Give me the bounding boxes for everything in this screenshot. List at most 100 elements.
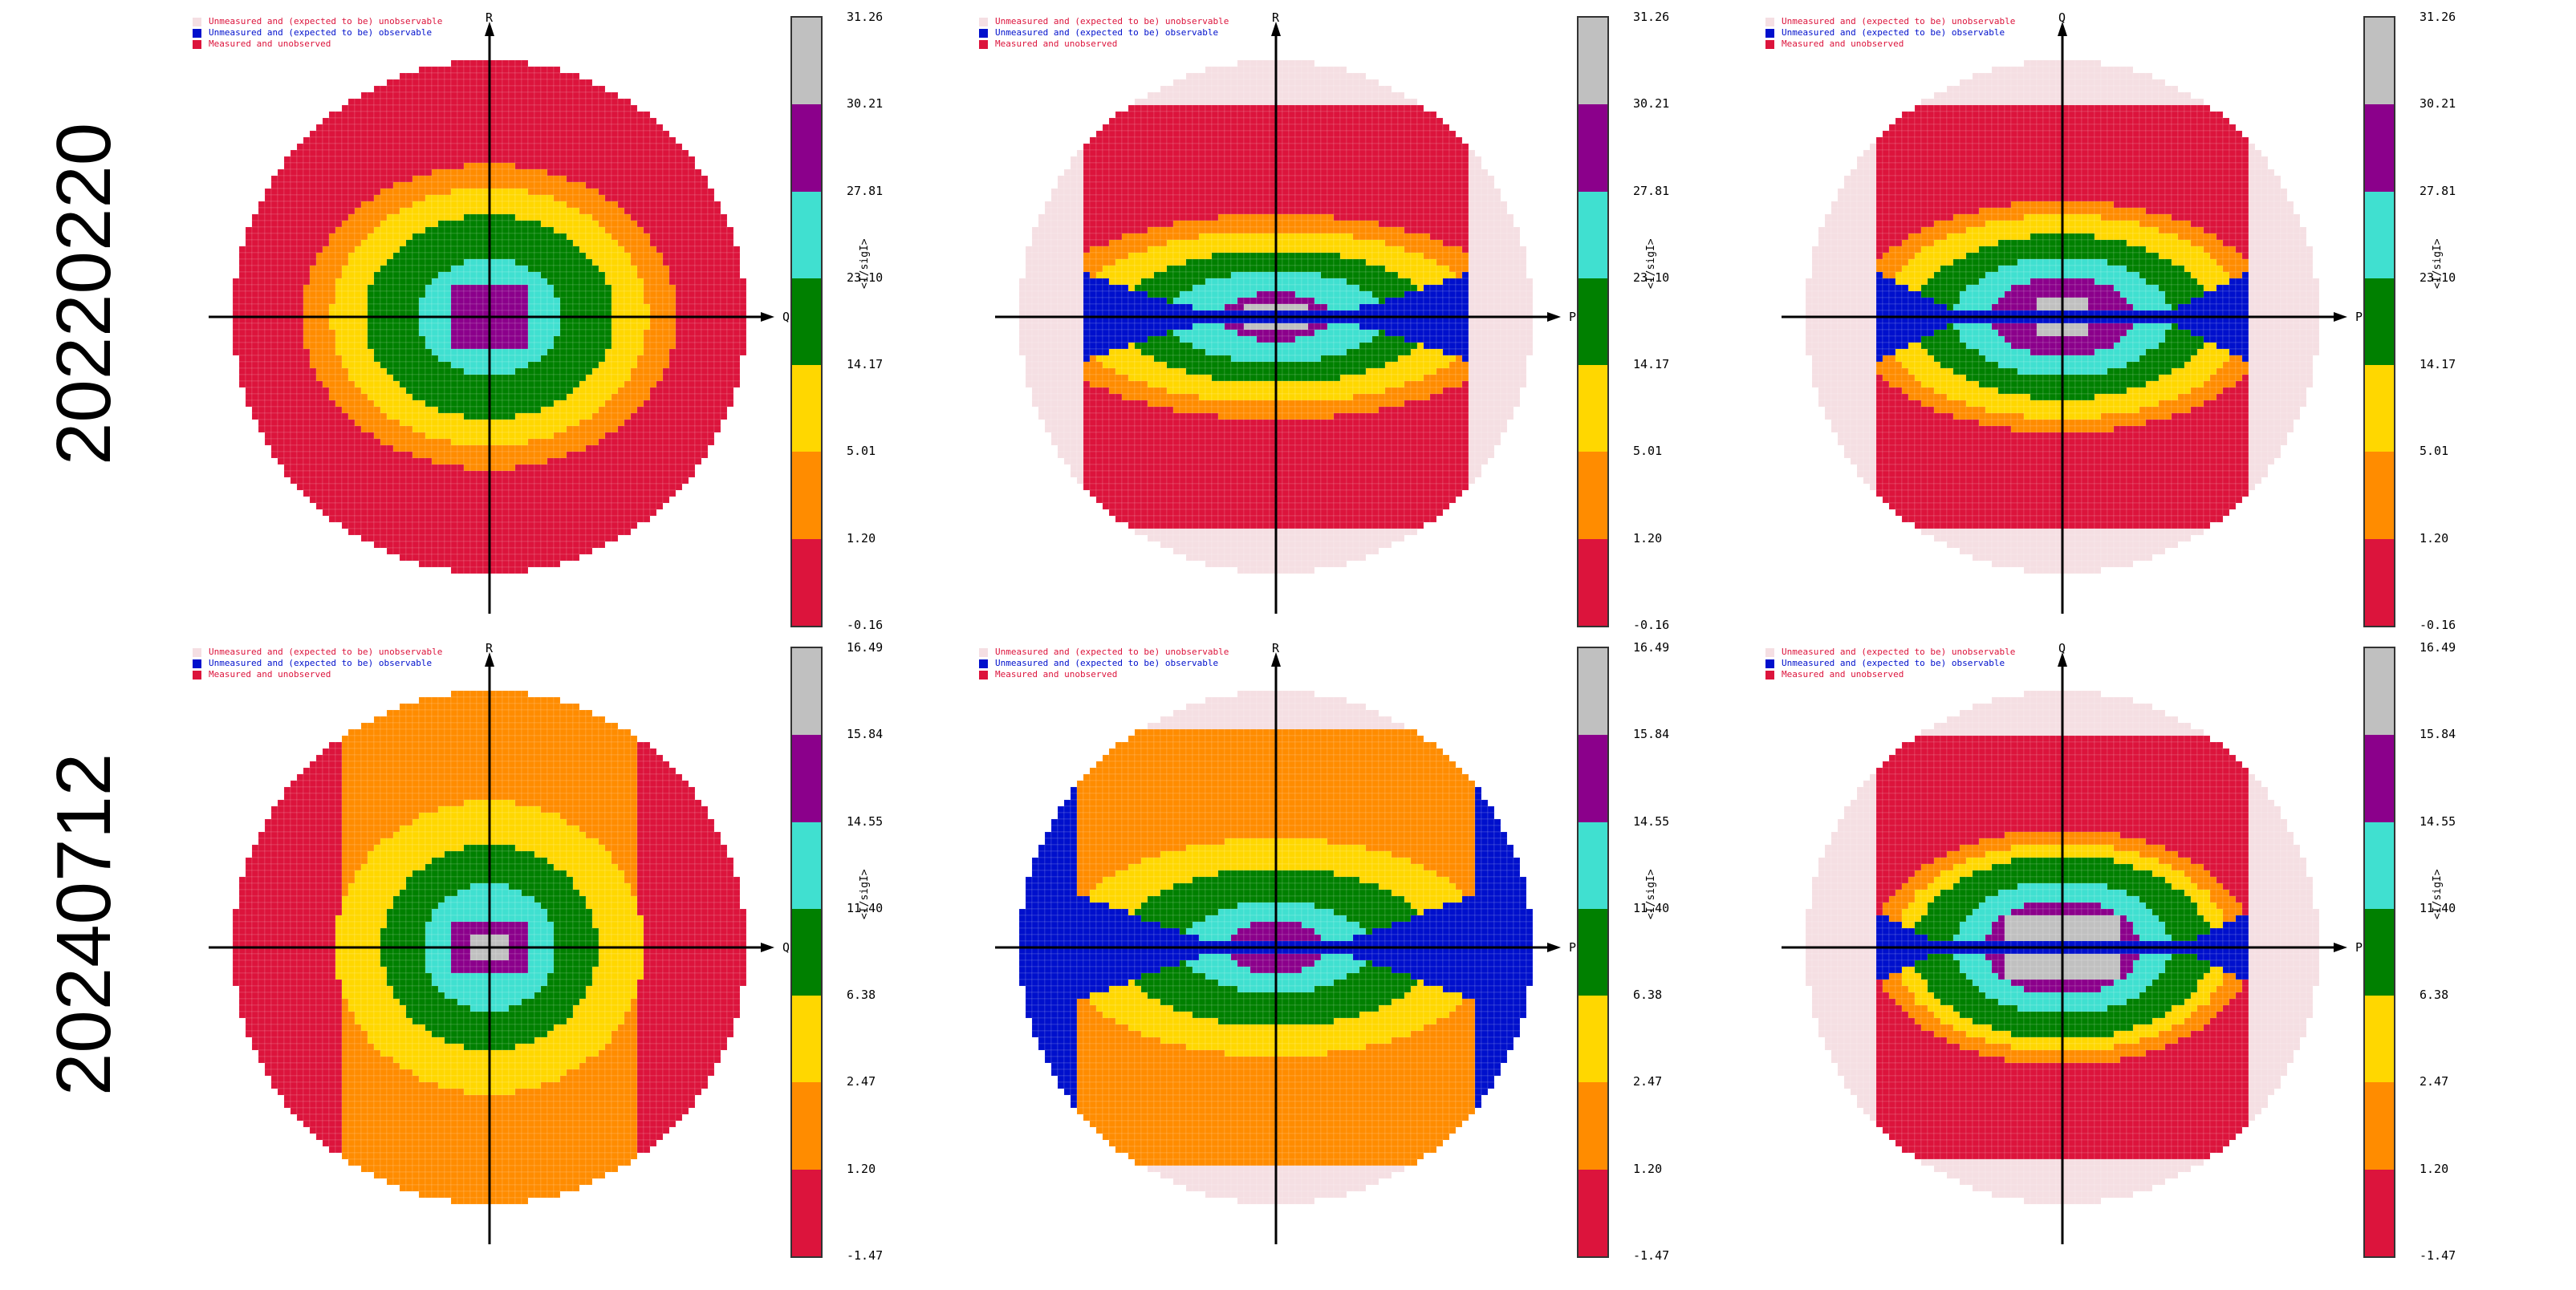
hkl-cell — [469, 188, 477, 196]
hkl-cell — [322, 342, 330, 350]
hkl-cell — [502, 329, 510, 337]
hkl-cell — [681, 207, 689, 215]
hkl-cell — [360, 361, 368, 369]
hkl-cell — [566, 393, 574, 401]
hkl-cell — [347, 489, 356, 497]
hkl-cell — [585, 278, 593, 286]
hkl-cell — [431, 188, 439, 196]
hkl-cell — [386, 156, 394, 164]
hkl-cell — [418, 175, 426, 183]
hkl-cell — [322, 412, 330, 420]
hkl-cell — [624, 464, 632, 472]
hkl-cell — [566, 515, 574, 523]
hkl-cell — [598, 329, 606, 337]
hkl-cell — [425, 162, 433, 170]
hkl-cell — [437, 124, 445, 132]
hkl-cell — [617, 515, 625, 523]
hkl-cell — [270, 194, 278, 202]
hkl-cell — [611, 425, 619, 433]
hkl-cell — [630, 502, 638, 510]
hkl-cell — [514, 502, 522, 510]
hkl-cell — [707, 226, 715, 234]
hkl-cell — [392, 438, 400, 446]
hkl-cell — [431, 201, 439, 209]
hkl-cell — [553, 400, 561, 408]
hkl-cell — [303, 220, 311, 228]
hkl-cell — [380, 425, 388, 433]
hkl-cell — [251, 271, 259, 279]
hkl-cell — [514, 554, 522, 562]
hkl-cell — [624, 136, 632, 144]
hkl-cell — [347, 297, 356, 305]
hkl-cell — [270, 374, 278, 382]
hkl-cell — [283, 406, 291, 414]
hkl-cell — [546, 528, 555, 536]
hkl-cell — [553, 425, 561, 433]
hkl-cell — [604, 213, 612, 221]
hkl-cell — [527, 393, 535, 401]
hkl-cell — [604, 245, 612, 254]
hkl-cell — [309, 412, 317, 420]
hkl-cell — [457, 130, 465, 138]
hkl-cell — [591, 124, 599, 132]
hkl-cell — [354, 136, 362, 144]
hkl-cell — [405, 483, 413, 491]
hkl-cell — [469, 335, 477, 343]
hkl-cell — [534, 79, 542, 87]
hkl-cell — [444, 509, 452, 517]
hkl-cell — [559, 489, 567, 497]
hkl-cell — [521, 464, 529, 472]
hkl-cell — [643, 226, 651, 234]
hkl-cell — [521, 528, 529, 536]
hkl-cell — [675, 406, 683, 414]
hkl-cell — [495, 560, 503, 568]
hkl-cell — [668, 136, 677, 144]
hkl-cell — [527, 554, 535, 562]
hkl-cell — [546, 541, 555, 549]
hkl-cell — [270, 380, 278, 388]
hkl-cell — [624, 297, 632, 305]
hkl-cell — [521, 252, 529, 260]
hkl-cell — [367, 233, 375, 241]
hkl-cell — [277, 393, 285, 401]
hkl-cell — [502, 181, 510, 189]
hkl-cell — [412, 425, 420, 433]
hkl-cell — [290, 188, 298, 196]
hkl-cell — [649, 457, 657, 465]
hkl-cell — [566, 117, 574, 125]
hkl-cell — [463, 406, 471, 414]
hkl-cell — [521, 79, 529, 87]
hkl-cell — [540, 534, 548, 542]
hkl-cell — [630, 252, 638, 260]
hkl-cell — [495, 213, 503, 221]
hkl-cell — [450, 470, 458, 478]
hkl-cell — [367, 284, 375, 292]
hkl-cell — [309, 258, 317, 266]
hkl-cell — [643, 335, 651, 343]
hkl-cell — [585, 406, 593, 414]
hkl-cell — [437, 181, 445, 189]
hkl-cell — [540, 547, 548, 555]
hkl-cell — [341, 117, 349, 125]
hkl-cell — [335, 509, 343, 517]
hkl-cell — [367, 451, 375, 459]
hkl-cell — [258, 278, 266, 286]
hkl-cell — [502, 226, 510, 234]
hkl-cell — [553, 207, 561, 215]
hkl-cell — [662, 477, 670, 485]
hkl-cell — [367, 374, 375, 382]
hkl-cell — [534, 406, 542, 414]
hkl-cell — [476, 156, 484, 164]
hkl-cell — [617, 348, 625, 356]
hkl-cell — [469, 444, 477, 452]
hkl-cell — [617, 464, 625, 472]
hkl-cell — [559, 149, 567, 157]
hkl-cell — [258, 348, 266, 356]
hkl-cell — [392, 271, 400, 279]
hkl-cell — [238, 252, 246, 260]
hkl-cell — [437, 149, 445, 157]
hkl-cell — [328, 181, 336, 189]
hkl-cell — [469, 284, 477, 292]
hkl-cell — [604, 470, 612, 478]
hkl-cell — [566, 226, 574, 234]
